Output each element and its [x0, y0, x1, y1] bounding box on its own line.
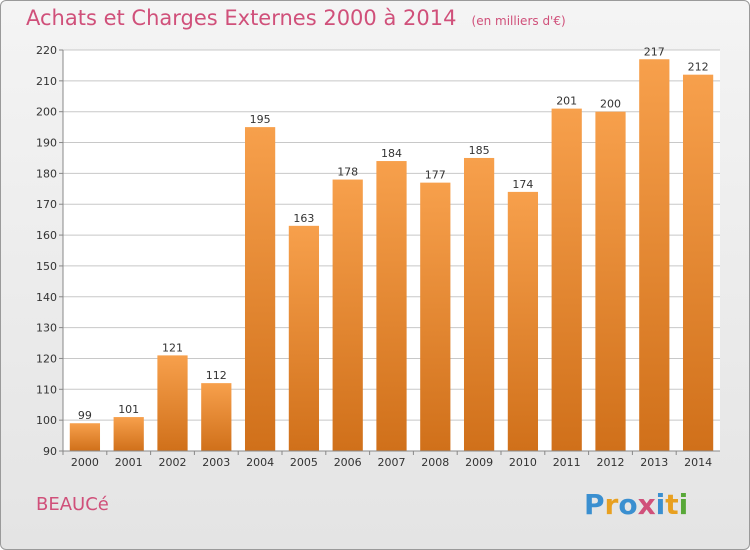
y-tick-label: 110: [36, 383, 57, 396]
logo-letter: i: [678, 488, 689, 521]
data-label-2009: 185: [469, 144, 490, 157]
unit-note: (en milliers d'€): [471, 14, 566, 28]
y-tick-label: 140: [36, 291, 57, 304]
bar-2003: [201, 383, 232, 451]
x-tick-label-2011: 2011: [553, 456, 581, 469]
x-tick-label-2003: 2003: [202, 456, 230, 469]
x-tick-label-2009: 2009: [465, 456, 493, 469]
data-label-2013: 217: [644, 45, 665, 58]
y-axis-ticks: 90 100 110 120 130 140 150 160 170 180 190 200 210 22…: [36, 44, 63, 458]
bar-2005: [288, 225, 320, 451]
x-tick-label-2005: 2005: [290, 456, 318, 469]
data-label-2007: 184: [381, 147, 402, 160]
data-labels: 99 101 121 112 195 163 178 184 177 185 174 201 200 21…: [78, 45, 709, 422]
data-label-2010: 174: [512, 178, 533, 191]
y-tick-label: 220: [36, 44, 57, 57]
data-label-2000: 99: [78, 409, 92, 422]
y-tick-label: 210: [36, 75, 57, 88]
data-label-2011: 201: [556, 95, 577, 108]
y-tick-label: 130: [36, 322, 57, 335]
bar-2006: [332, 179, 363, 452]
x-tick-label-2012: 2012: [597, 456, 625, 469]
x-tick-label-2008: 2008: [421, 456, 449, 469]
chart-title: Achats et Charges Externes 2000 à 2014: [26, 6, 457, 30]
y-tick-label: 180: [36, 167, 57, 180]
x-tick-label-2007: 2007: [378, 456, 406, 469]
y-tick-label: 150: [36, 260, 57, 273]
bar-2011: [551, 108, 582, 451]
bar-2013: [639, 59, 670, 451]
x-tick-label-2013: 2013: [640, 456, 668, 469]
logo-letter: o: [618, 488, 638, 521]
logo-letter: x: [637, 488, 656, 521]
data-label-2008: 177: [425, 169, 446, 182]
y-tick-label: 170: [36, 198, 57, 211]
proxiti-logo: Proxiti: [584, 488, 688, 521]
data-label-2005: 163: [293, 212, 314, 225]
bar-2004: [244, 127, 276, 451]
x-tick-label-2014: 2014: [684, 456, 712, 469]
x-tick-label-2002: 2002: [159, 456, 187, 469]
x-tick-label-2010: 2010: [509, 456, 537, 469]
y-tick-label: 190: [36, 137, 57, 150]
y-tick-label: 90: [43, 445, 57, 458]
commune-name: BEAUCé: [36, 494, 109, 515]
bar-2002: [157, 355, 188, 451]
x-tick-label-2004: 2004: [246, 456, 274, 469]
bar-2012: [595, 111, 626, 451]
chart-title-block: Achats et Charges Externes 2000 à 2014 (…: [26, 6, 566, 30]
bar-2009: [463, 157, 495, 451]
x-tick-label-2001: 2001: [115, 456, 143, 469]
y-tick-label: 160: [36, 229, 57, 242]
x-tick-label-2000: 2000: [71, 456, 99, 469]
logo-letter: r: [604, 488, 619, 521]
bar-2010: [507, 191, 539, 451]
y-tick-label: 200: [36, 106, 57, 119]
data-label-2014: 212: [688, 61, 709, 74]
data-label-2004: 195: [250, 113, 271, 126]
logo-letter: P: [584, 488, 605, 521]
logo-letter: i: [655, 488, 666, 521]
bar-2008: [420, 182, 451, 451]
bar-2001: [113, 417, 144, 451]
y-tick-label: 100: [36, 414, 57, 427]
logo-letter: t: [665, 488, 679, 521]
x-tick-label-2006: 2006: [334, 456, 362, 469]
data-label-2002: 121: [162, 341, 183, 354]
bar-2007: [376, 161, 407, 452]
bar-2000: [69, 423, 101, 451]
data-label-2003: 112: [206, 369, 227, 382]
data-label-2001: 101: [118, 403, 139, 416]
x-axis-ticks: 2000 2001 2002 2003 2004 2005 2006 2007 2008 2009…: [62, 451, 712, 469]
data-label-2006: 178: [337, 166, 358, 179]
y-tick-label: 120: [36, 352, 57, 365]
bars: [69, 59, 714, 452]
bar-2014: [682, 74, 714, 451]
data-label-2012: 200: [600, 98, 621, 111]
